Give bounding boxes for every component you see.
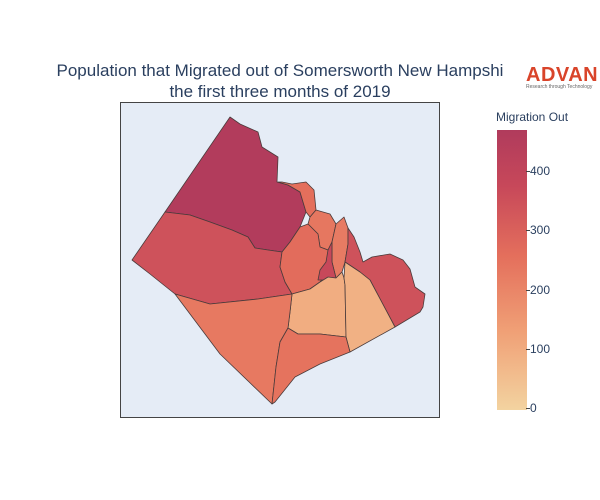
colorbar-tick-0: 0 <box>526 401 537 415</box>
colorbar-tick-400: 400 <box>525 164 551 178</box>
colorbar-tick-300: 300 <box>525 223 551 237</box>
logo-tagline: Research through Technology <box>526 84 593 90</box>
logo-brand-text: ADVAN <box>526 64 599 86</box>
colorbar-gradient <box>497 130 527 410</box>
colorbar-tick-100: 100 <box>525 342 551 356</box>
chart-title-line-1: Population that Migrated out of Somerswo… <box>56 61 504 80</box>
chart-title-line-2: the first three months of 2019 <box>169 82 391 101</box>
advan-logo: ADVAN Research through Technology <box>526 64 599 91</box>
colorbar-tick-200: 200 <box>525 283 551 297</box>
region-south[interactable] <box>271 327 351 405</box>
map-area[interactable] <box>120 102 440 418</box>
choropleth-map[interactable] <box>120 102 440 418</box>
colorbar-title: Migration Out <box>496 110 569 124</box>
